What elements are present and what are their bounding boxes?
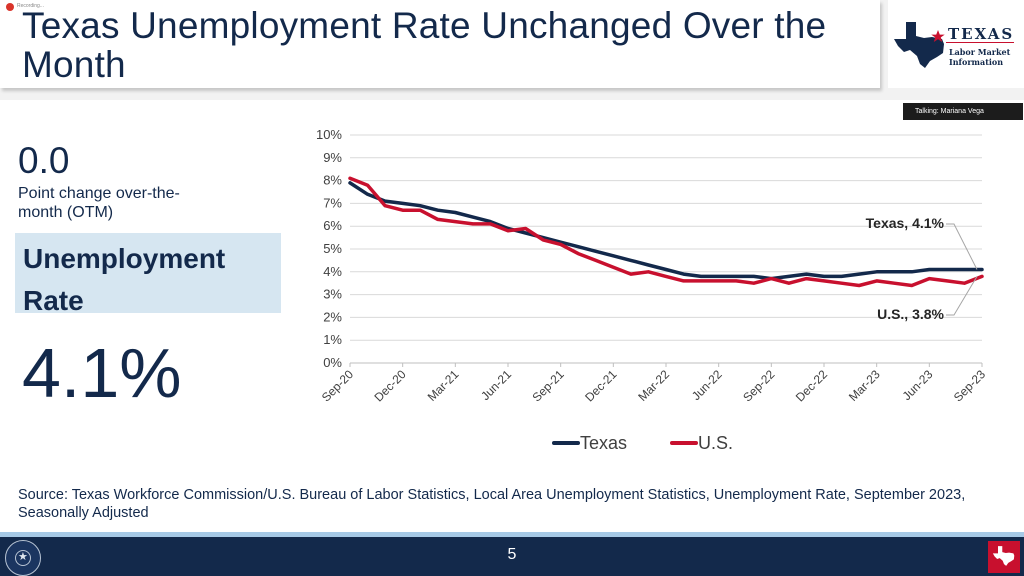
x-tick-label: Sep-21 <box>530 367 567 404</box>
legend-label-us: U.S. <box>698 433 733 453</box>
x-tick-label: Dec-22 <box>793 367 830 404</box>
footer-bar <box>0 537 1024 576</box>
y-tick-label: 8% <box>323 173 342 188</box>
footer-stripe <box>0 532 1024 537</box>
end-label-texas: Texas, 4.1% <box>866 215 945 231</box>
x-tick-label: Mar-23 <box>846 367 883 404</box>
end-label-us: U.S., 3.8% <box>877 306 944 322</box>
page-number: 5 <box>507 546 517 563</box>
series-line-texas <box>348 181 984 281</box>
series-line-us <box>348 176 984 288</box>
title-card: Recording... Texas Unemployment Rate Unc… <box>0 0 880 88</box>
seal-ring <box>15 550 31 566</box>
x-tick-label: Sep-23 <box>951 367 988 404</box>
otm-change-value: 0.0 <box>18 140 70 181</box>
logo-subtitle: Labor Market Information <box>949 47 1010 67</box>
y-tick-label: 3% <box>323 287 342 302</box>
x-tick-label: Jun-23 <box>900 367 936 403</box>
unemployment-rate-box: Unemployment Rate <box>15 233 281 316</box>
y-tick-label: 0% <box>323 355 342 370</box>
talking-indicator: Talking: Mariana Vega <box>903 103 1023 120</box>
unemployment-line-chart: 0% 1% 2% 3% 4% 5% 6% 7% 8% 9% 10% Sep-20 Dec-20 Mar-2… <box>316 127 988 453</box>
seal-star-icon: ★ <box>18 551 28 563</box>
x-tick-label: Dec-21 <box>582 367 619 404</box>
x-tick-label: Sep-20 <box>319 367 356 404</box>
logo-subtitle-line-1: Labor Market <box>949 47 1011 57</box>
page-title: Texas Unemployment Rate Unchanged Over t… <box>22 5 827 85</box>
y-tick-label: 1% <box>323 332 342 347</box>
x-tick-label: Jun-21 <box>478 367 514 403</box>
y-tick-label: 2% <box>323 309 342 324</box>
end-label-leader-line <box>946 223 978 270</box>
x-tick-label: Mar-22 <box>635 367 672 404</box>
otm-change-label: Point change over-the-month (OTM) <box>18 185 180 221</box>
y-tick-label: 7% <box>323 195 342 210</box>
y-tick-label: 5% <box>323 241 342 256</box>
unemployment-rate-value: 4.1% <box>22 334 182 412</box>
x-tick-label: Dec-20 <box>372 367 409 404</box>
y-tick-label: 10% <box>316 127 342 142</box>
badge-texas-map-icon <box>992 546 1015 566</box>
y-tick-label: 4% <box>323 264 342 279</box>
twc-seal-icon: ★ <box>5 540 41 576</box>
source-note: Source: Texas Workforce Commission/U.S. … <box>18 487 966 521</box>
end-label-leader-line <box>946 276 978 316</box>
legend-label-texas: Texas <box>580 433 627 453</box>
texas-lmi-badge-icon <box>988 541 1020 573</box>
recording-dot-icon <box>6 3 14 11</box>
unemployment-rate-label: Unemployment Rate <box>23 243 226 316</box>
y-tick-label: 9% <box>323 150 342 165</box>
texas-lmi-logo: TEXAS Labor Market Information <box>888 0 1024 88</box>
logo-title: TEXAS <box>948 25 1015 43</box>
x-tick-label: Mar-21 <box>425 367 462 404</box>
x-tick-label: Sep-22 <box>740 367 777 404</box>
x-tick-label: Jun-22 <box>689 367 725 403</box>
y-tick-label: 6% <box>323 218 342 233</box>
logo-divider <box>946 42 1014 43</box>
recording-label: Recording... <box>17 3 44 9</box>
texas-map-icon <box>894 22 945 68</box>
logo-subtitle-line-2: Information <box>949 57 1004 67</box>
